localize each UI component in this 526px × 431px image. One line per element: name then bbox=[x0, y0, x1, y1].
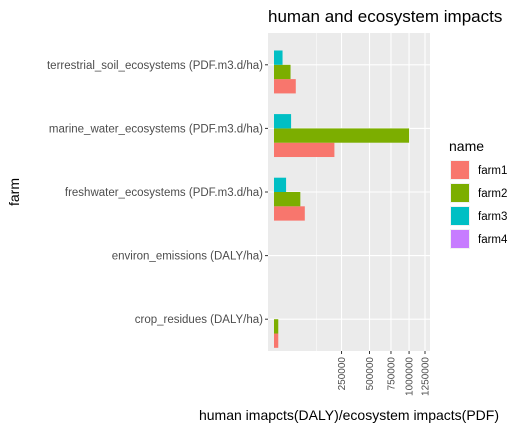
legend-label: farm4 bbox=[478, 234, 508, 246]
bar-farm2 bbox=[274, 128, 410, 143]
x-tick-label: 250000 bbox=[337, 357, 348, 391]
y-axis-title: farm bbox=[6, 178, 22, 206]
x-tick-label: 1000000 bbox=[405, 357, 416, 396]
x-tick-label: 750000 bbox=[386, 357, 397, 391]
x-axis-ticks: 250000 500000 750000 1000000 1250000 bbox=[337, 351, 432, 396]
x-tick-label: 500000 bbox=[365, 357, 376, 391]
bar-farm1 bbox=[274, 333, 279, 348]
y-tick-label: crop_residues (DALY/ha) bbox=[135, 314, 263, 326]
bar-farm2 bbox=[274, 64, 291, 80]
legend-swatch-farm1 bbox=[451, 161, 469, 179]
bar-farm1 bbox=[274, 79, 296, 94]
legend-label: farm2 bbox=[478, 188, 507, 200]
chart-title: human and ecosystem impacts bbox=[268, 7, 502, 26]
legend-swatch-farm2 bbox=[451, 184, 469, 202]
bar-farm2 bbox=[274, 192, 301, 207]
legend: name farm1 farm2 farm3 farm4 bbox=[449, 138, 508, 249]
x-axis-title: human imapcts(DALY)/ecosystem impacts(PD… bbox=[199, 407, 499, 423]
y-tick-label: environ_emissions (DALY/ha) bbox=[112, 251, 263, 263]
bar-farm3 bbox=[274, 50, 283, 65]
y-tick-label: terrestrial_soil_ecosystems (PDF.m3.d/ha… bbox=[47, 60, 263, 72]
bar-farm3 bbox=[274, 177, 287, 192]
bar-farm1 bbox=[274, 142, 335, 158]
legend-label: farm1 bbox=[478, 165, 507, 177]
bar-farm3 bbox=[274, 114, 292, 129]
bars bbox=[274, 50, 410, 348]
bar-farm2 bbox=[274, 319, 279, 334]
x-tick-label: 1250000 bbox=[421, 357, 432, 396]
legend-swatch-farm3 bbox=[451, 207, 469, 225]
legend-title: name bbox=[449, 138, 484, 154]
y-tick-label: freshwater_ecosystems (PDF.m3.d/ha) bbox=[65, 187, 263, 199]
y-axis-ticks: crop_residues (DALY/ha) environ_emissions… bbox=[47, 60, 268, 326]
bar-farm1 bbox=[274, 206, 305, 221]
legend-swatch-farm4 bbox=[451, 230, 469, 248]
legend-items: farm1 farm2 farm3 farm4 bbox=[450, 160, 508, 249]
y-tick-label: marine_water_ecosystems (PDF.m3.d/ha) bbox=[49, 123, 263, 135]
legend-label: farm3 bbox=[478, 211, 507, 223]
